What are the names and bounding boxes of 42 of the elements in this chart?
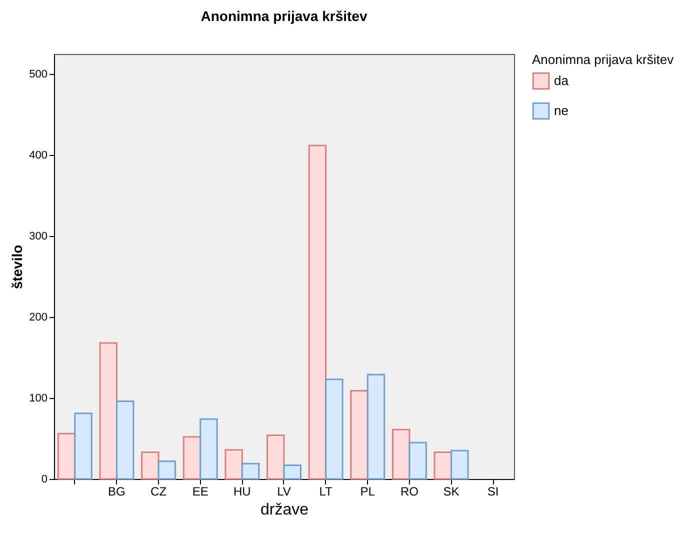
y-tick-label: 300 [29,230,48,243]
bar [450,450,469,480]
x-axis-title: države [260,502,309,518]
bar [434,452,452,480]
bar [392,428,410,480]
x-tick-label: BG [108,484,126,498]
x-tick-label: HU [234,484,251,498]
bar [141,452,160,480]
y-tick-label: 200 [29,312,48,324]
x-tick-label: PL [360,484,376,498]
legend-label: ne [554,103,568,118]
bar [200,418,218,480]
bar [224,449,243,480]
bar [99,342,118,480]
bar [57,432,76,480]
x-tick-label: LV [277,484,291,498]
bar [266,434,285,480]
x-tick-label: LT [319,484,334,498]
y-tick-label: 400 [29,150,48,162]
y-tick-label: 500 [29,68,48,81]
x-tick-label: SK [443,484,460,498]
legend-label: da [554,73,570,88]
bar [366,374,386,480]
bar [74,412,92,480]
chart-title: Anonimna prijava kršitev [200,8,368,24]
bar [325,378,344,480]
bar [408,442,427,480]
bar [283,464,302,480]
legend-title: Anonimna prijava kršitev [532,52,674,67]
x-tick-label: RO [400,484,418,498]
x-tick-label: SI [487,484,499,498]
bar [308,144,327,480]
bar [116,400,134,480]
y-axis-title: število [9,244,26,290]
x-tick-label: CZ [150,484,167,498]
y-tick-label: 100 [29,392,48,405]
bar [182,436,202,480]
y-tick-label: 0 [41,474,48,486]
bar [241,462,260,480]
bar [158,460,176,480]
bar [350,390,368,480]
x-tick-label: EE [192,484,208,498]
